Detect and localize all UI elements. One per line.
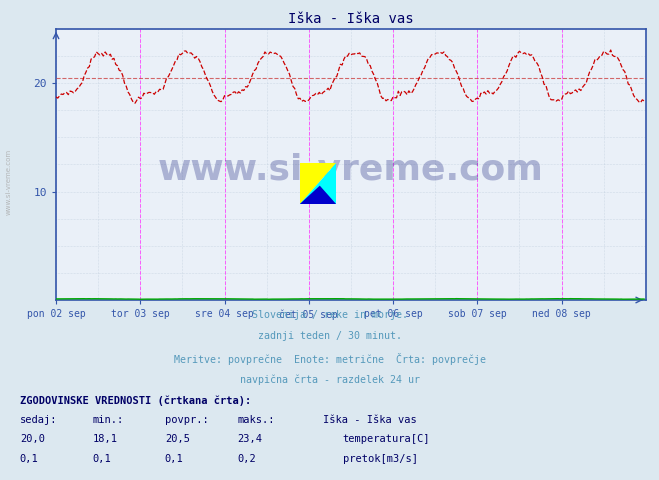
Polygon shape [300, 163, 336, 204]
Text: 20,5: 20,5 [165, 434, 190, 444]
Text: www.si-vreme.com: www.si-vreme.com [5, 149, 12, 216]
Text: Iška - Iška vas: Iška - Iška vas [323, 415, 416, 425]
Text: povpr.:: povpr.: [165, 415, 208, 425]
Text: Slovenija / reke in morje.: Slovenija / reke in morje. [252, 310, 407, 320]
Text: sedaj:: sedaj: [20, 415, 57, 425]
Text: 0,1: 0,1 [165, 454, 183, 464]
Polygon shape [300, 186, 336, 204]
Text: maks.:: maks.: [237, 415, 275, 425]
Text: Meritve: povprečne  Enote: metrične  Črta: povprečje: Meritve: povprečne Enote: metrične Črta:… [173, 353, 486, 365]
Polygon shape [300, 163, 336, 204]
Text: 0,1: 0,1 [92, 454, 111, 464]
Text: zadnji teden / 30 minut.: zadnji teden / 30 minut. [258, 331, 401, 341]
Text: pretok[m3/s]: pretok[m3/s] [343, 454, 418, 464]
Text: temperatura[C]: temperatura[C] [343, 434, 430, 444]
Text: 20,0: 20,0 [20, 434, 45, 444]
Title: Iška - Iška vas: Iška - Iška vas [288, 12, 414, 26]
Text: 18,1: 18,1 [92, 434, 117, 444]
Text: ZGODOVINSKE VREDNOSTI (črtkana črta):: ZGODOVINSKE VREDNOSTI (črtkana črta): [20, 396, 251, 407]
Text: navpična črta - razdelek 24 ur: navpična črta - razdelek 24 ur [239, 374, 420, 385]
Text: 0,2: 0,2 [237, 454, 256, 464]
Text: 0,1: 0,1 [20, 454, 38, 464]
Text: min.:: min.: [92, 415, 123, 425]
Text: 23,4: 23,4 [237, 434, 262, 444]
Text: www.si-vreme.com: www.si-vreme.com [158, 153, 544, 187]
